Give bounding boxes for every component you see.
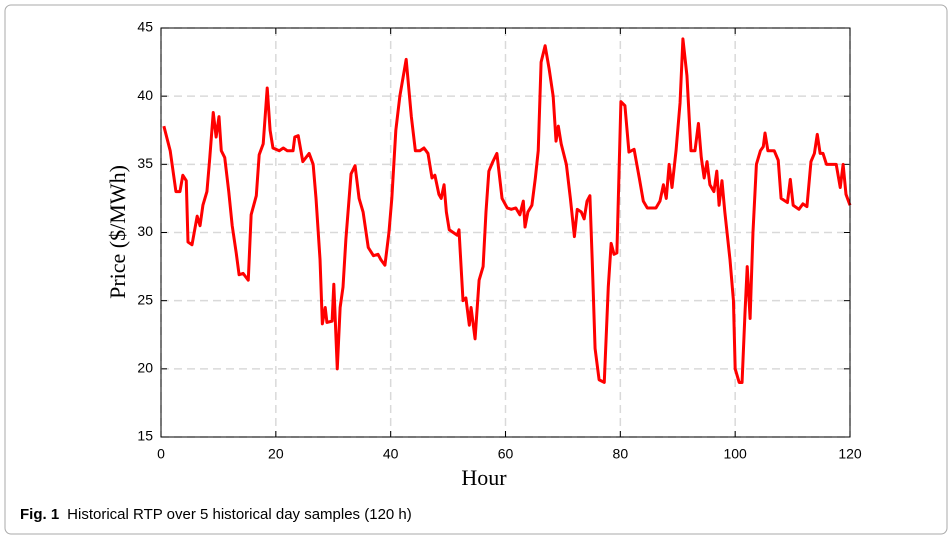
x-tick-label: 80 bbox=[613, 446, 629, 462]
y-tick-label: 30 bbox=[137, 223, 153, 239]
y-tick-label: 45 bbox=[137, 19, 153, 35]
y-tick-label: 15 bbox=[137, 428, 153, 444]
caption-text: Historical RTP over 5 historical day sam… bbox=[67, 506, 412, 523]
x-tick-label: 120 bbox=[838, 446, 862, 462]
figure-frame bbox=[4, 4, 948, 535]
x-tick-label: 20 bbox=[268, 446, 284, 462]
x-tick-label: 60 bbox=[498, 446, 514, 462]
price-line bbox=[162, 37, 852, 384]
x-tick-label: 100 bbox=[723, 446, 747, 462]
x-axis-label: Hour bbox=[461, 465, 507, 490]
caption-label: Fig. 1 bbox=[20, 506, 59, 523]
plot-frame bbox=[160, 27, 851, 438]
y-tick-label: 35 bbox=[137, 155, 153, 171]
x-tick-label: 0 bbox=[157, 446, 165, 462]
plot: 15 20 25 30 35 40 45 0 20 40 60 80 100 120 bbox=[137, 19, 861, 462]
caption: Fig. 1 Historical RTP over 5 historical d… bbox=[20, 506, 412, 523]
y-axis-label: Price ($/MWh) bbox=[105, 165, 130, 299]
y-tick-label: 40 bbox=[137, 87, 153, 103]
x-tick-label: 40 bbox=[383, 446, 399, 462]
y-tick-label: 25 bbox=[137, 291, 153, 307]
y-tick-label: 20 bbox=[137, 360, 153, 376]
